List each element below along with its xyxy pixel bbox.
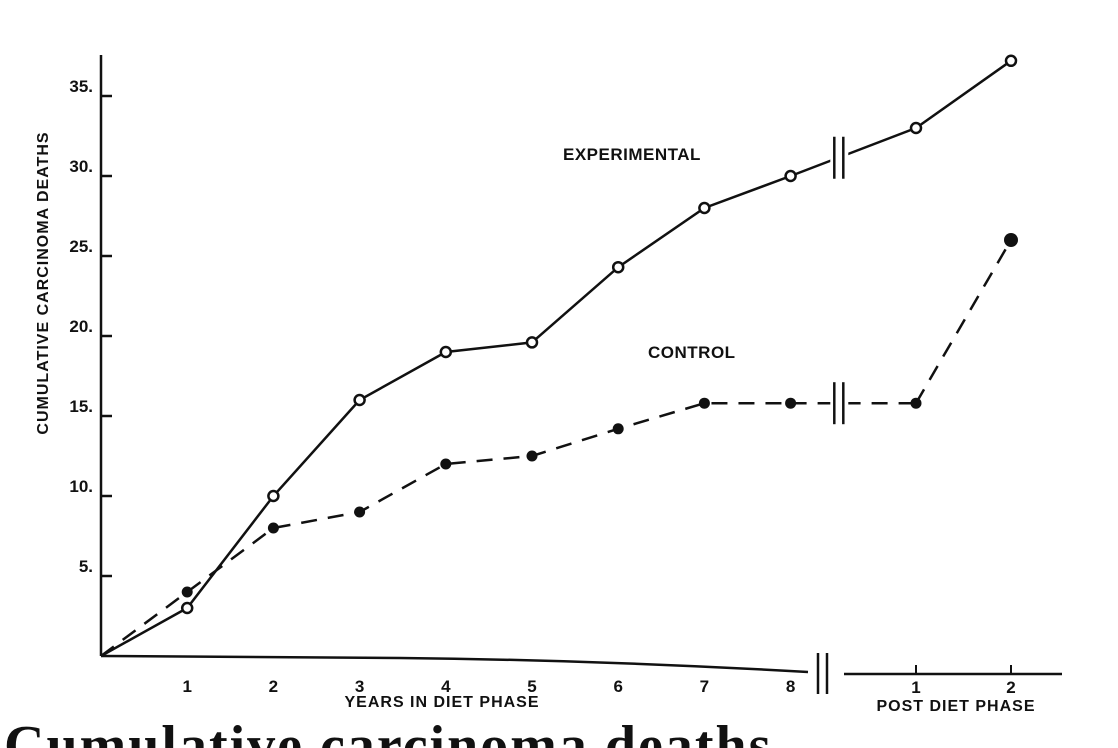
point-control-2 bbox=[354, 506, 366, 518]
x-axis-label-post: POST DIET PHASE bbox=[876, 698, 1035, 712]
point-experimental-5 bbox=[611, 260, 625, 274]
axis-break-icon bbox=[816, 653, 829, 694]
x-tick-label-diet-1: 1 bbox=[182, 677, 191, 696]
x-tick-label-diet-2: 2 bbox=[269, 677, 278, 696]
y-tick-label-35: 35. bbox=[69, 77, 93, 96]
series-layer bbox=[100, 54, 1018, 658]
series-bridge-experimental bbox=[790, 126, 917, 178]
series-label-control: CONTROL bbox=[648, 343, 736, 362]
point-experimental-6 bbox=[698, 201, 711, 215]
x-tick-label-diet-3: 3 bbox=[355, 677, 364, 696]
series-line-experimental-post bbox=[915, 59, 1012, 130]
point-control-8 bbox=[910, 397, 922, 409]
y-ticks: 5. 10. 15. 20. 25. 30. 35. bbox=[69, 77, 112, 578]
point-experimental-7 bbox=[784, 169, 797, 183]
y-tick-label-15: 15. bbox=[69, 397, 93, 416]
series-break-gap-experimental bbox=[830, 135, 849, 180]
x-tick-label-post-2: 2 bbox=[1006, 678, 1015, 697]
y-tick-label-10: 10. bbox=[69, 477, 93, 496]
point-experimental-0 bbox=[180, 601, 194, 615]
y-axis-label: CUMULATIVE CARCINOMA DEATHS bbox=[35, 131, 52, 434]
point-experimental-8 bbox=[909, 121, 923, 135]
point-control-3 bbox=[440, 458, 452, 470]
y-tick-label-20: 20. bbox=[69, 317, 93, 336]
x-tick-label-diet-5: 5 bbox=[527, 677, 536, 696]
point-experimental-1 bbox=[267, 489, 280, 503]
series-line-experimental-diet bbox=[100, 174, 792, 658]
point-control-7 bbox=[785, 397, 797, 409]
series-label-experimental: EXPERIMENTAL bbox=[563, 145, 701, 164]
x-axis-line bbox=[100, 654, 809, 674]
x-tick-label-diet-7: 7 bbox=[700, 677, 709, 696]
point-experimental-9 bbox=[1004, 54, 1018, 68]
x-tick-label-diet-4: 4 bbox=[441, 677, 451, 696]
series-line-control-diet bbox=[100, 401, 791, 658]
x-tick-label-post-1: 1 bbox=[911, 678, 920, 697]
point-experimental-4 bbox=[525, 336, 539, 349]
y-tick-label-25: 25. bbox=[69, 237, 93, 256]
caption-text: Cumulative carcinoma deaths bbox=[4, 715, 773, 748]
point-experimental-3 bbox=[439, 345, 453, 359]
series-break-gap-control bbox=[830, 381, 849, 426]
y-tick-label-30: 30. bbox=[69, 157, 93, 176]
point-control-6 bbox=[698, 397, 710, 409]
point-control-5 bbox=[612, 423, 624, 435]
point-control-9 bbox=[1004, 233, 1018, 247]
series-line-control-post bbox=[914, 239, 1013, 404]
chart: CUMULATIVE CARCINOMA DEATHS 5. 10. 15. 20. 2… bbox=[35, 54, 1062, 712]
y-tick-label-5: 5. bbox=[79, 557, 93, 576]
x-axis-label: YEARS IN DIET PHASE bbox=[344, 694, 539, 711]
caption-fragment: Cumulative carcinoma deaths bbox=[0, 712, 1118, 748]
point-control-1 bbox=[267, 522, 279, 534]
x-tick-label-diet-6: 6 bbox=[613, 677, 622, 696]
point-control-4 bbox=[526, 450, 538, 462]
x-ticks: 1 2 3 4 5 6 7 8 1 2 bbox=[182, 665, 1016, 697]
point-experimental-2 bbox=[353, 393, 366, 407]
x-tick-label-diet-8: 8 bbox=[786, 677, 795, 696]
point-control-0 bbox=[181, 586, 193, 598]
